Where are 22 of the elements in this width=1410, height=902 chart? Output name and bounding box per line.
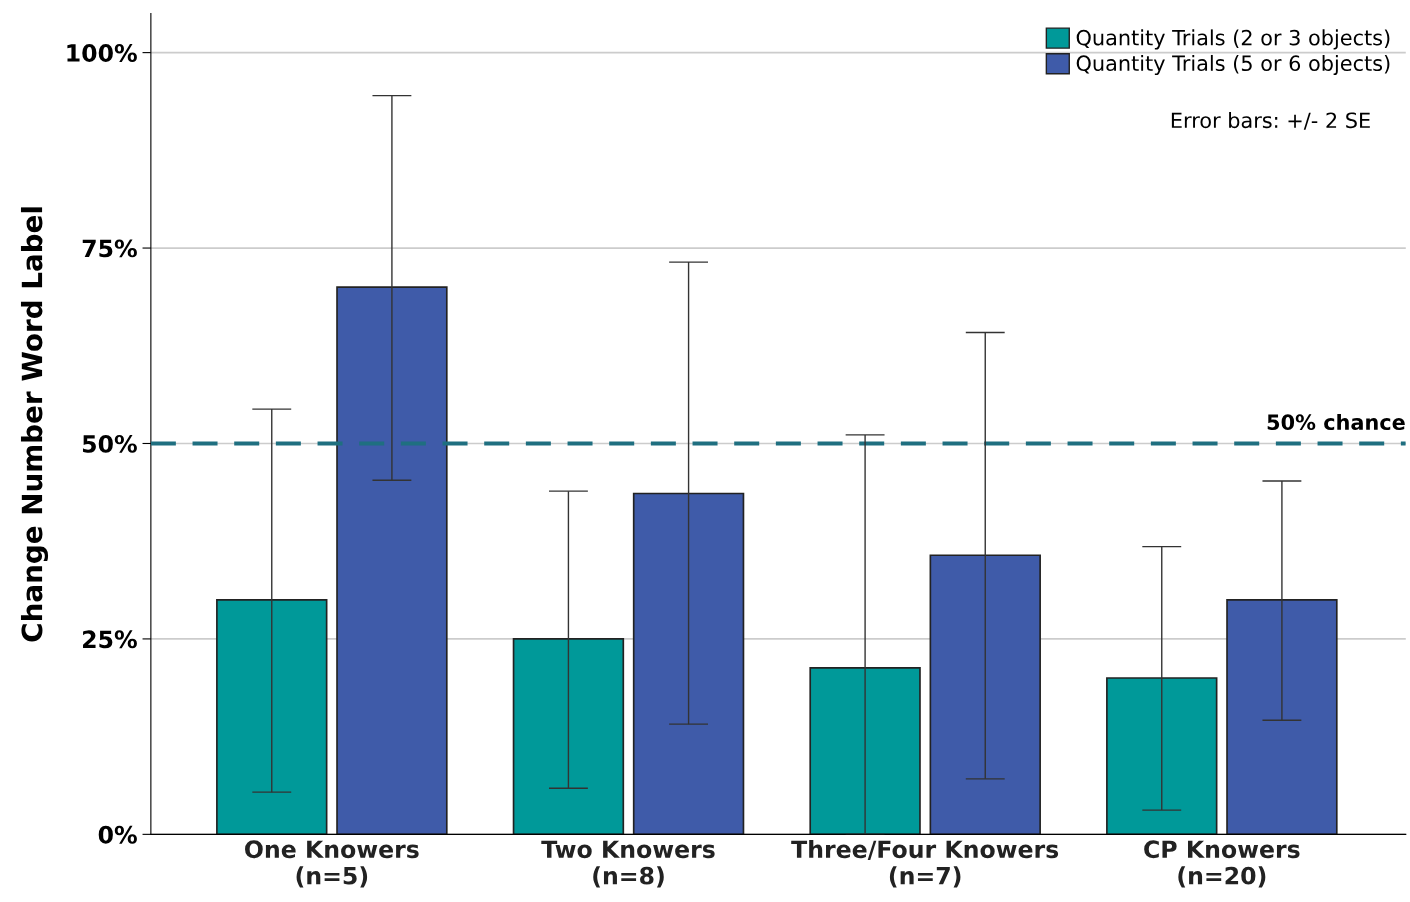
legend-label: Quantity Trials (5 or 6 objects)	[1076, 54, 1390, 76]
bar	[1106, 677, 1218, 835]
x-tick-label: Two Knowers (n=8)	[541, 840, 715, 888]
y-tick-label: 50%	[82, 434, 137, 453]
bar	[632, 492, 745, 835]
x-tick-label: Three/Four Knowers (n=7)	[791, 839, 1059, 888]
bar	[216, 598, 328, 835]
bar	[336, 286, 448, 835]
x-tick-label: One Knowers (n=5)	[245, 840, 419, 888]
bar	[929, 554, 1041, 835]
y-tick-label: 75%	[82, 239, 137, 258]
bar	[1226, 598, 1338, 835]
bar	[809, 667, 921, 835]
annotation: Error bars: +/- 2 SE	[1171, 112, 1370, 130]
ref-line-label: 50% chance	[1267, 413, 1405, 431]
y-tick-label: 100%	[67, 44, 137, 62]
y-tick-label: 25%	[83, 630, 137, 649]
y-axis-title: Change Number Word Label	[20, 207, 49, 642]
x-tick-label: CP Knowers (n=20)	[1144, 840, 1300, 888]
y-tick-label: 0%	[98, 825, 137, 844]
legend-label: Quantity Trials (2 or 3 objects)	[1076, 29, 1390, 50]
bar	[512, 638, 625, 835]
